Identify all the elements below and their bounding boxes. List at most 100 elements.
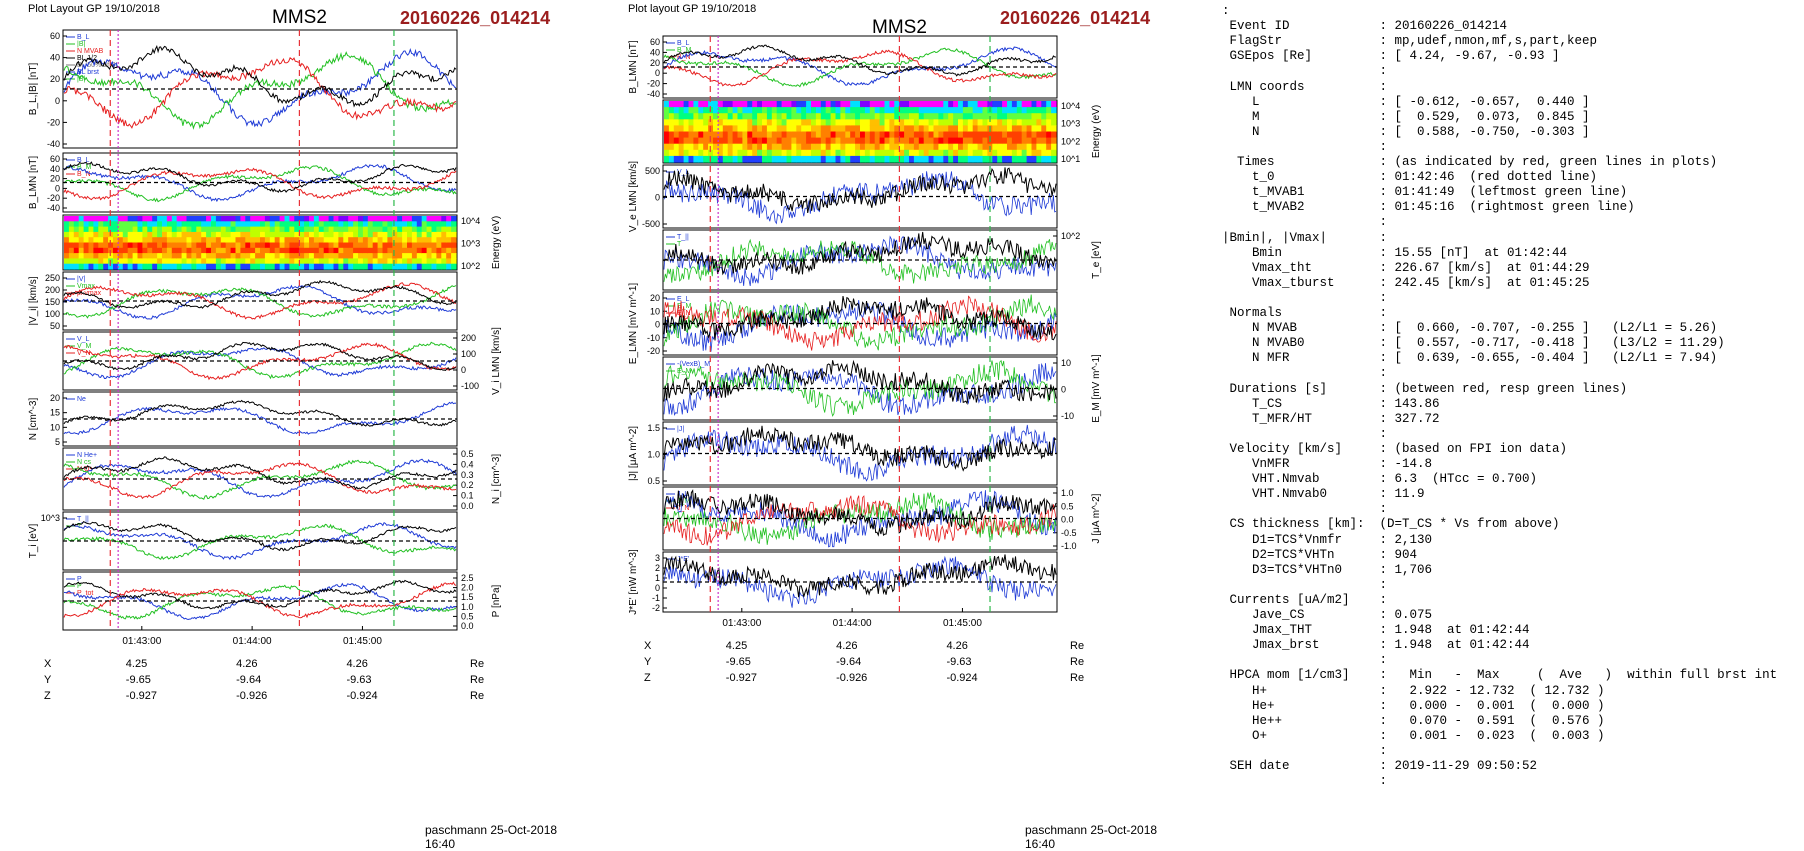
spectrogram-cell [402, 258, 408, 265]
spectrogram-cell [103, 253, 109, 259]
spectrogram-cell [899, 131, 905, 139]
spectrogram-cell [688, 101, 694, 108]
spectrogram-cell [918, 125, 925, 133]
spectrogram-cell [441, 258, 447, 265]
spectrogram-cell [1002, 113, 1008, 120]
spectrogram-cell [997, 101, 1003, 108]
spectrogram-cell [382, 247, 388, 254]
legend-label: T [77, 523, 82, 530]
spectrogram-cell [869, 149, 876, 157]
panel-y-label: |V_i| [km/s] [28, 276, 39, 325]
y-tick-label: -500 [642, 219, 660, 229]
spectrogram-cell [235, 247, 241, 254]
spectrogram-cell [796, 107, 802, 114]
spectrogram-cell [83, 247, 90, 254]
spectrogram-cell [703, 137, 709, 145]
spectrogram-cell [918, 137, 925, 145]
spectrogram-cell [147, 231, 153, 238]
spectrogram-cell [279, 226, 286, 233]
legend-label: E_M [677, 303, 692, 310]
spectrogram-cell [215, 242, 222, 249]
spectrogram-cell [88, 242, 94, 249]
spectrogram-cell [786, 149, 792, 157]
spectrogram-cell [333, 231, 339, 238]
spectrogram-cell [698, 125, 704, 133]
coord-cell: -9.65 [725, 656, 751, 668]
spectrogram-cell [137, 216, 143, 222]
y-tick-label: 0 [55, 183, 60, 193]
spectrogram-cell [377, 247, 384, 254]
spectrogram-cell [397, 226, 403, 233]
spectrogram-cell [737, 119, 743, 126]
spectrogram-cell [884, 113, 890, 120]
spectrogram-cell [1026, 107, 1033, 114]
spectrogram-cell [869, 155, 876, 163]
spectrogram-cell [377, 258, 384, 265]
data-series-line [63, 285, 457, 319]
spectrogram-cell [147, 226, 153, 233]
y-tick-label: 10^4 [461, 216, 480, 226]
spectrogram-cell [196, 258, 202, 265]
spectrogram-cell [815, 107, 822, 114]
spectrogram-cell [1021, 101, 1028, 108]
spectrogram-cell [737, 137, 743, 145]
spectrogram-cell [279, 216, 286, 222]
spectrogram-cell [176, 237, 183, 244]
spectrogram-cell [884, 131, 890, 139]
spectrogram-cell [913, 125, 920, 133]
spectrogram-cell [328, 247, 335, 254]
spectrogram-cell [664, 131, 670, 139]
spectrogram-cell [426, 253, 433, 259]
spectrogram-cell [664, 155, 670, 163]
spectrogram-cell [987, 101, 993, 108]
spectrogram-cell [416, 263, 423, 270]
spectrogram-cell [1041, 113, 1047, 120]
spectrogram-cell [323, 221, 330, 228]
spectrogram-cell [343, 231, 349, 238]
spectrogram-cell [220, 242, 227, 249]
data-series-line [63, 584, 456, 620]
spectrogram-cell [372, 263, 379, 270]
spectrogram-cell [250, 237, 256, 244]
spectrogram-cell [451, 237, 457, 244]
spectrogram-cell [377, 221, 384, 228]
spectrogram-cell [791, 125, 797, 133]
spectrogram-cell [771, 119, 778, 126]
info-line: Jmax_THT : 1.948 at 01:42:44 [1222, 623, 1530, 638]
y-tick-label: 0.3 [461, 470, 474, 480]
legend-label: B_M [677, 47, 692, 54]
spectrogram-cell [416, 237, 423, 244]
spectrogram-cell [117, 216, 124, 222]
spectrogram-cell [664, 149, 670, 157]
spectrogram-cell [206, 216, 212, 222]
spectrogram-cell [157, 221, 163, 228]
spectrogram-cell [992, 149, 998, 157]
spectrogram-cell [771, 143, 778, 151]
spectrogram-cell [230, 231, 237, 238]
spectrogram-cell [279, 253, 286, 259]
spectrogram-cell [1051, 137, 1057, 145]
spectrogram-cell [421, 216, 428, 222]
spectrogram-cell [962, 155, 969, 163]
spectrogram-cell [879, 125, 886, 133]
spectrogram-cell [93, 231, 99, 238]
spectrogram-cell [215, 263, 222, 270]
spectrogram-cell [274, 253, 281, 259]
spectrogram-cell [421, 247, 428, 254]
spectrogram-cell [284, 258, 290, 265]
spectrogram-cell [127, 221, 134, 228]
spectrogram-cell [333, 247, 339, 254]
spectrogram-cell [73, 221, 80, 228]
spectrogram-cell [240, 253, 246, 259]
spectrogram-cell [1036, 131, 1042, 139]
spectrogram-cell [1011, 125, 1018, 133]
spectrogram-cell [426, 263, 433, 270]
spectrogram-cell [362, 247, 369, 254]
data-series-line [663, 46, 1057, 86]
spectrogram-cell [678, 101, 685, 108]
y-tick-label: 50 [50, 321, 60, 331]
spectrogram-cell [142, 242, 148, 249]
spectrogram-cell [328, 258, 335, 265]
data-series-line [63, 284, 457, 320]
spectrogram-cell [142, 237, 148, 244]
